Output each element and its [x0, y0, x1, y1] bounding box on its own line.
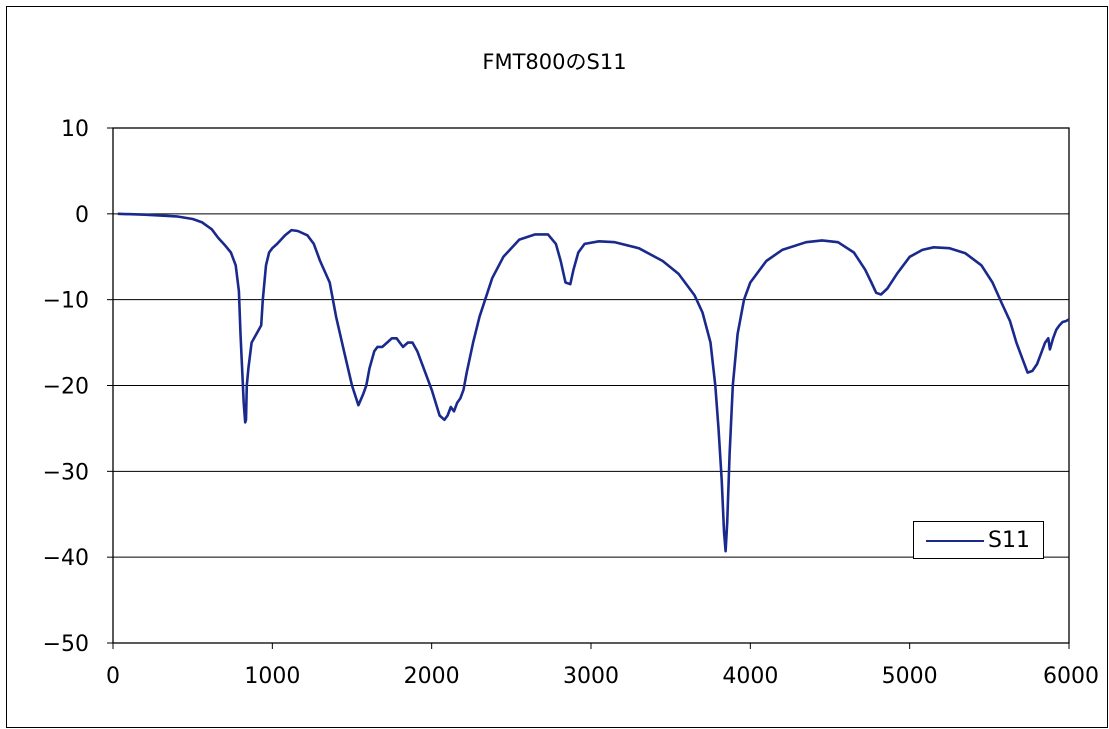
x-tick-label: 4000 [722, 664, 778, 689]
x-tick-label: 0 [106, 664, 120, 689]
grid-lines [113, 213, 1069, 558]
x-axis: 0 1000 2000 3000 4000 5000 6000 [106, 643, 1099, 689]
x-tick-label: 5000 [882, 664, 938, 689]
legend-label-s11: S11 [988, 528, 1030, 553]
y-tick-label: −50 [43, 632, 89, 657]
x-tick-label: 1000 [244, 664, 300, 689]
chart-title: FMT800のS11 [482, 50, 627, 74]
x-tick-label: 3000 [563, 664, 619, 689]
x-tick-label: 2000 [404, 664, 460, 689]
y-tick-label: −20 [43, 375, 89, 400]
y-axis: 10 0 −10 −20 −30 −40 −50 [43, 117, 113, 657]
y-tick-label: −10 [43, 289, 89, 314]
y-tick-label: 10 [61, 117, 89, 142]
legend: S11 [913, 521, 1044, 559]
x-tick-label: 6000 [1043, 664, 1099, 689]
y-tick-label: −30 [43, 460, 89, 485]
series-line-s11 [117, 212, 1070, 553]
y-tick-label: −40 [43, 546, 89, 571]
legend-swatch-s11 [926, 540, 984, 542]
series-layer [117, 212, 1070, 553]
y-tick-label: 0 [75, 203, 89, 228]
